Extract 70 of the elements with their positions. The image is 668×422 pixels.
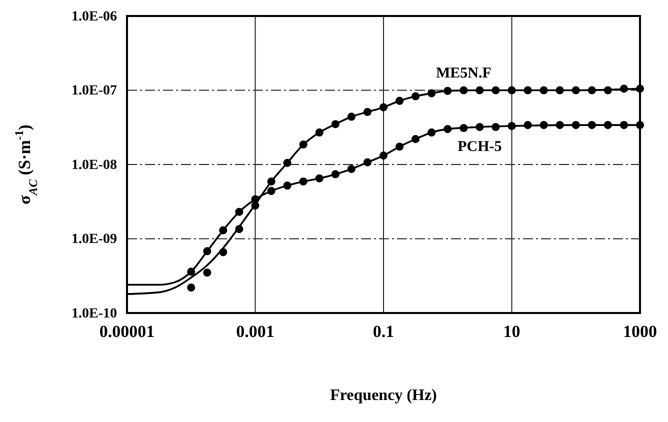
- point: [299, 177, 308, 186]
- point: [460, 86, 468, 94]
- y-tick-label: 1.0E-08: [72, 158, 117, 173]
- point: [235, 225, 244, 234]
- point: [363, 108, 372, 116]
- point: [379, 103, 388, 112]
- point: [588, 86, 596, 94]
- point: [492, 122, 500, 132]
- point: [283, 182, 292, 190]
- y-tick-label: 1.0E-07: [72, 84, 117, 99]
- point: [604, 86, 612, 94]
- point: [331, 120, 340, 128]
- point: [540, 121, 548, 130]
- point: [412, 135, 420, 144]
- point: [556, 121, 564, 130]
- point: [219, 248, 228, 256]
- series-label: ME5N.F: [436, 65, 492, 82]
- point: [444, 125, 452, 134]
- point: [396, 96, 404, 105]
- point: [508, 86, 516, 94]
- point: [203, 247, 212, 256]
- point: [636, 84, 644, 93]
- point: [315, 174, 324, 182]
- x-tick-label: 0.001: [236, 322, 274, 342]
- point: [283, 158, 292, 167]
- x-tick-label: 0.1: [372, 322, 394, 342]
- series-label: PCH-5: [458, 138, 502, 155]
- point: [412, 92, 420, 100]
- point: [428, 89, 436, 98]
- x-tick-label: 0.00001: [99, 322, 155, 342]
- point: [203, 268, 212, 277]
- point: [379, 152, 388, 160]
- point: [460, 124, 468, 132]
- point: [524, 121, 532, 130]
- point: [636, 121, 644, 130]
- point: [251, 195, 260, 204]
- point: [588, 121, 596, 130]
- point: [331, 170, 340, 178]
- point: [508, 122, 516, 130]
- point: [219, 226, 228, 234]
- y-tick-label: 1.0E-10: [72, 306, 117, 322]
- point: [444, 86, 452, 95]
- point: [572, 86, 580, 94]
- point: [476, 86, 484, 94]
- point: [476, 122, 484, 132]
- point: [524, 86, 532, 94]
- point: [620, 121, 628, 130]
- x-axis-title: Frequency (Hz): [330, 387, 437, 404]
- point: [187, 284, 196, 292]
- y-tick-label: 1.0E-06: [72, 9, 117, 24]
- point: [572, 121, 580, 130]
- point: [235, 208, 244, 216]
- point: [363, 158, 372, 166]
- point: [347, 112, 356, 121]
- point: [396, 142, 404, 151]
- point: [187, 268, 196, 276]
- x-tick-label: 1000: [623, 322, 657, 342]
- point: [492, 86, 500, 94]
- point: [347, 164, 356, 174]
- y-tick-label: 1.0E-09: [72, 232, 117, 248]
- point: [556, 86, 564, 94]
- x-tick-label: 10: [503, 322, 520, 342]
- point: [604, 121, 612, 130]
- point: [267, 186, 276, 196]
- point: [620, 84, 628, 93]
- point: [315, 128, 324, 137]
- point: [267, 177, 276, 186]
- point: [428, 128, 436, 137]
- point: [299, 140, 308, 149]
- point: [540, 86, 548, 94]
